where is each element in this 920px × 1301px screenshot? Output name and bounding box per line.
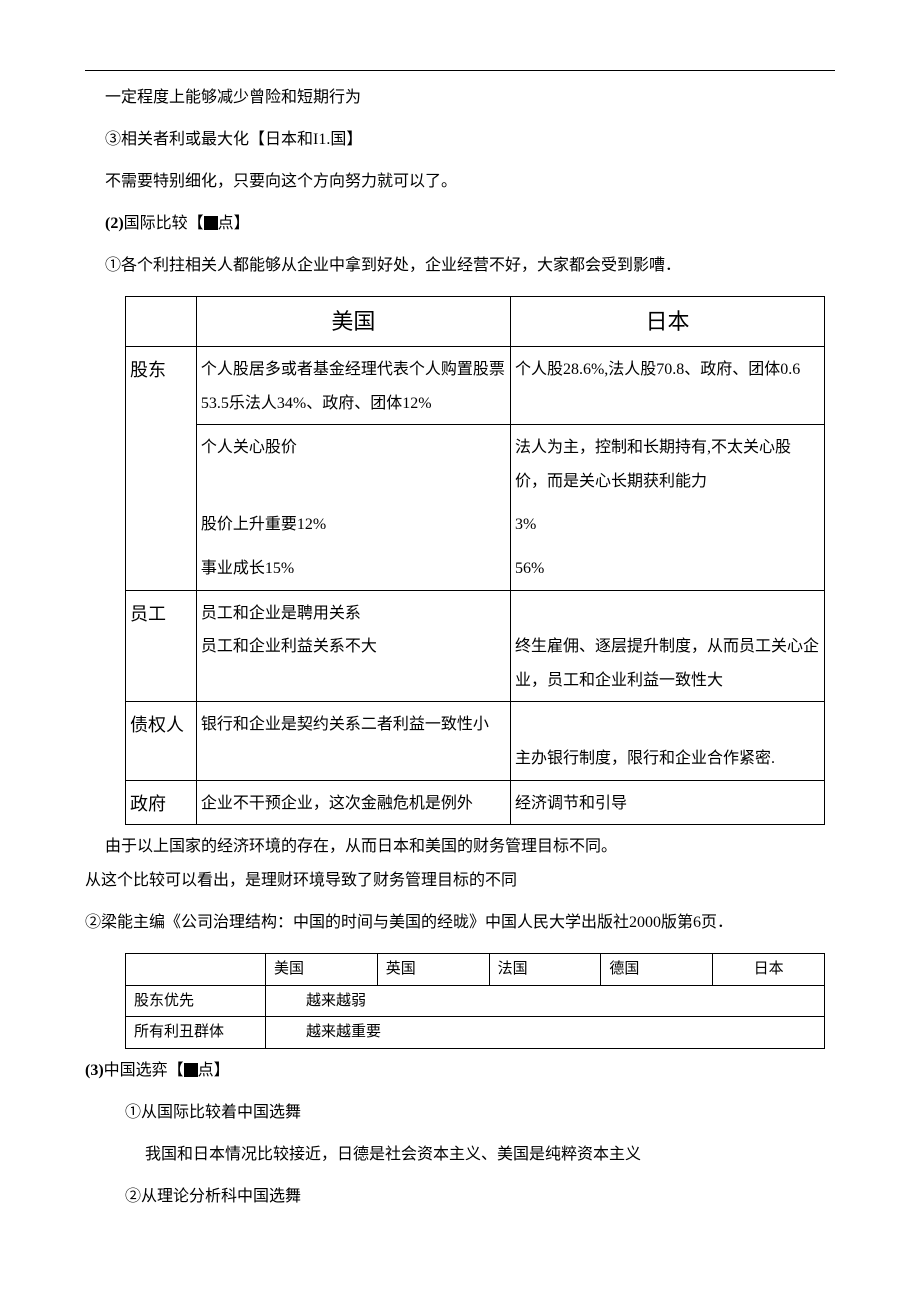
table-header-row: 美国 日本 xyxy=(126,297,825,347)
table-row: 政府 企业不干预企业，这次金融危机是例外 经济调节和引导 xyxy=(126,780,825,825)
table-header: 英国 xyxy=(377,954,489,986)
table-row: 所有利丑群体 越来越重要 xyxy=(126,1017,825,1049)
cell-jp: 终生雇佣、逐层提升制度，从而员工关心企业，员工和企业利益一致性大 xyxy=(510,590,824,702)
text-line: 不需要特别细化，只要向这个方向努力就可以了。 xyxy=(85,170,835,194)
cell-us: 银行和企业是契约关系二者利益一致性小 xyxy=(196,702,510,780)
table-row: 事业成长15% 56% xyxy=(126,546,825,590)
text-line: ①各个利拄相关人都能够从企业中拿到好处，企业经营不好，大家都会受到影嘈． xyxy=(85,254,835,278)
table-header-us: 美国 xyxy=(196,297,510,347)
row-label: 所有利丑群体 xyxy=(126,1017,266,1049)
row-label-empty xyxy=(126,546,197,590)
cell-us: 企业不干预企业，这次金融危机是例外 xyxy=(196,780,510,825)
row-label-empty xyxy=(126,425,197,503)
text-line: ③相关者利或最大化【日本和I1.国】 xyxy=(85,128,835,152)
cell-us: 股价上升重要12% xyxy=(196,502,510,546)
row-label-shareholder: 股东 xyxy=(126,347,197,425)
table-header-empty xyxy=(126,297,197,347)
row-label-creditor: 债权人 xyxy=(126,702,197,780)
row-label-empty xyxy=(126,502,197,546)
row-label-government: 政府 xyxy=(126,780,197,825)
text-line: ②梁能主编《公司治理结构：中国的时间与美国的经昽》中国人民大学出版社2000版第… xyxy=(85,911,835,935)
text-line: 由于以上国家的经济环境的存在，从而日本和美国的财务管理目标不同。 xyxy=(85,835,835,859)
table-row: 员工 员工和企业是聘用关系 员工和企业利益关系不大 终生雇佣、逐层提升制度，从而… xyxy=(126,590,825,702)
heading-text-a: 中国选弈【 xyxy=(104,1062,184,1079)
heading-text-b: 点】 xyxy=(218,215,250,232)
table-row: 债权人 银行和企业是契约关系二者利益一致性小 主办银行制度，限行和企业合作紧密. xyxy=(126,702,825,780)
cell-jp: 经济调节和引导 xyxy=(510,780,824,825)
table-header: 美国 xyxy=(266,954,378,986)
table-header-japan: 日本 xyxy=(510,297,824,347)
table-row: 个人关心股价 法人为主，控制和长期持有,不太关心股价，而是关心长期获利能力 xyxy=(126,425,825,503)
comparison-table-countries: 美国 英国 法国 德国 日本 股东优先 越来越弱 所有利丑群体 越来越重要 xyxy=(125,953,825,1049)
row-label: 股东优先 xyxy=(126,985,266,1017)
row-label-employee: 员工 xyxy=(126,590,197,702)
cell-jp: 法人为主，控制和长期持有,不太关心股价，而是关心长期获利能力 xyxy=(510,425,824,503)
cell-us: 个人关心股价 xyxy=(196,425,510,503)
cell-value: 越来越弱 xyxy=(266,985,825,1017)
table-header: 德国 xyxy=(601,954,713,986)
cell-jp: 3% xyxy=(510,502,824,546)
table-row: 股东 个人股居多或者基金经理代表个人购置股票53.5乐法人34%、政府、团体12… xyxy=(126,347,825,425)
section-heading: (3)中国选弈【点】 xyxy=(85,1059,835,1083)
black-square-icon xyxy=(204,216,218,230)
text-line: 一定程度上能够减少曾险和短期行为 xyxy=(85,86,835,110)
heading-text-b: 点】 xyxy=(198,1062,230,1079)
heading-prefix: (2) xyxy=(105,215,124,232)
text-line: 我国和日本情况比较接近，日德是社会资本主义、美国是纯粹资本主义 xyxy=(85,1143,835,1167)
heading-text-a: 国际比较【 xyxy=(124,215,204,232)
table-header: 法国 xyxy=(489,954,601,986)
cell-us: 个人股居多或者基金经理代表个人购置股票53.5乐法人34%、政府、团体12% xyxy=(196,347,510,425)
heading-prefix: (3) xyxy=(85,1062,104,1079)
cell-jp: 56% xyxy=(510,546,824,590)
table-header xyxy=(126,954,266,986)
black-square-icon xyxy=(184,1063,198,1077)
horizontal-rule xyxy=(85,70,835,71)
cell-jp: 个人股28.6%,法人股70.8、政府、团体0.6 xyxy=(510,347,824,425)
cell-us: 事业成长15% xyxy=(196,546,510,590)
table-header-row: 美国 英国 法国 德国 日本 xyxy=(126,954,825,986)
table-row: 股价上升重要12% 3% xyxy=(126,502,825,546)
table-row: 股东优先 越来越弱 xyxy=(126,985,825,1017)
text-line: ①从国际比较着中国选舞 xyxy=(85,1101,835,1125)
cell-us: 员工和企业是聘用关系 员工和企业利益关系不大 xyxy=(196,590,510,702)
text-line: 从这个比较可以看出，是理财环境导致了财务管理目标的不同 xyxy=(85,869,835,893)
table-header: 日本 xyxy=(713,954,825,986)
comparison-table-us-japan: 美国 日本 股东 个人股居多或者基金经理代表个人购置股票53.5乐法人34%、政… xyxy=(125,296,825,825)
cell-value: 越来越重要 xyxy=(266,1017,825,1049)
section-heading: (2)国际比较【点】 xyxy=(85,212,835,236)
cell-jp: 主办银行制度，限行和企业合作紧密. xyxy=(510,702,824,780)
text-line: ②从理论分析科中国选舞 xyxy=(85,1185,835,1209)
